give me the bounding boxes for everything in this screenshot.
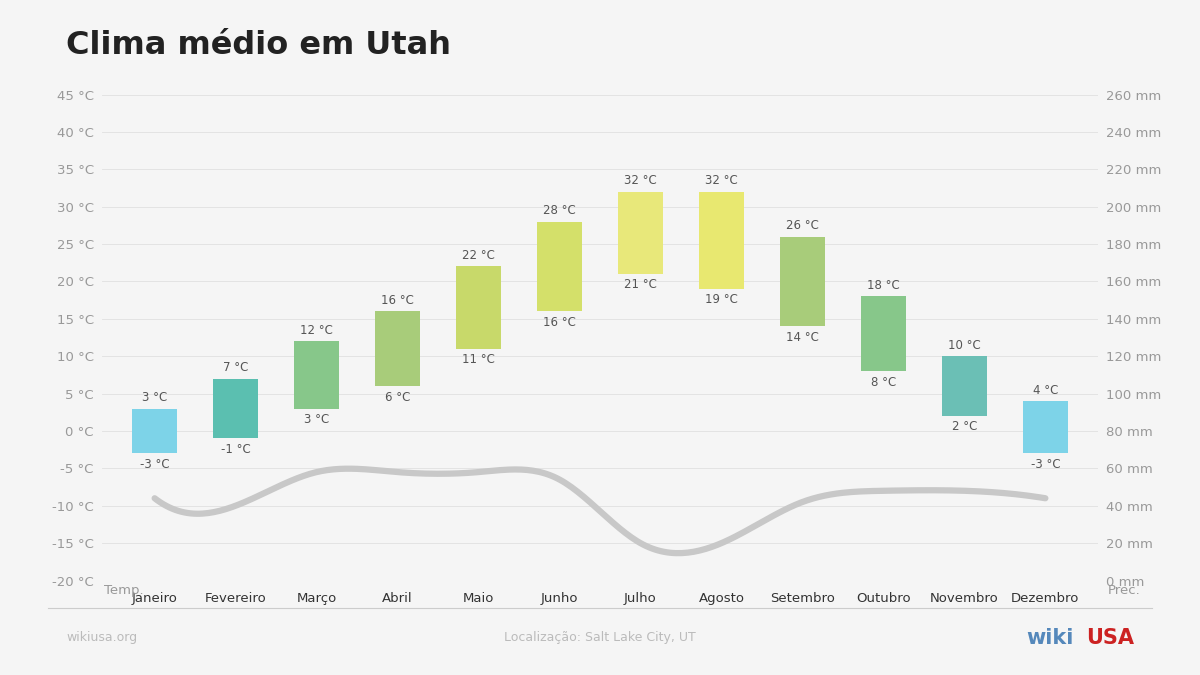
Text: 4 °C: 4 °C	[1033, 383, 1058, 397]
Text: 8 °C: 8 °C	[871, 375, 896, 389]
Text: 21 °C: 21 °C	[624, 278, 656, 292]
Text: 18 °C: 18 °C	[868, 279, 900, 292]
Text: Temp.: Temp.	[104, 585, 144, 597]
Bar	[376, 311, 420, 386]
Bar	[456, 267, 500, 349]
Text: Localização: Salt Lake City, UT: Localização: Salt Lake City, UT	[504, 631, 696, 645]
Text: 32 °C: 32 °C	[624, 174, 656, 187]
Text: USA: USA	[1086, 628, 1134, 648]
Text: 3 °C: 3 °C	[304, 413, 329, 426]
Text: Prec.: Prec.	[1108, 585, 1141, 597]
Text: 6 °C: 6 °C	[385, 391, 410, 404]
Bar	[700, 192, 744, 289]
Text: 7 °C: 7 °C	[223, 361, 248, 374]
Bar	[1024, 401, 1068, 454]
Text: 11 °C: 11 °C	[462, 353, 494, 367]
Text: 22 °C: 22 °C	[462, 249, 494, 262]
Text: 3 °C: 3 °C	[142, 391, 167, 404]
Text: 2 °C: 2 °C	[952, 421, 977, 433]
Text: 19 °C: 19 °C	[706, 294, 738, 306]
Bar	[862, 296, 906, 371]
Text: 32 °C: 32 °C	[706, 174, 738, 187]
Bar	[942, 356, 986, 416]
Bar	[780, 236, 824, 326]
Text: 16 °C: 16 °C	[544, 316, 576, 329]
Text: 14 °C: 14 °C	[786, 331, 818, 344]
Bar	[538, 221, 582, 311]
Text: -3 °C: -3 °C	[1031, 458, 1060, 471]
Text: wiki: wiki	[1027, 628, 1074, 648]
Text: 12 °C: 12 °C	[300, 324, 334, 337]
Text: -1 °C: -1 °C	[221, 443, 251, 456]
Text: wikiusa.org: wikiusa.org	[66, 631, 137, 645]
Bar	[132, 408, 176, 454]
Text: 16 °C: 16 °C	[382, 294, 414, 307]
Text: 26 °C: 26 °C	[786, 219, 818, 232]
Bar	[294, 342, 338, 408]
Text: Clima médio em Utah: Clima médio em Utah	[66, 30, 451, 61]
Bar	[214, 379, 258, 439]
Text: 10 °C: 10 °C	[948, 339, 980, 352]
Bar	[618, 192, 662, 274]
Text: -3 °C: -3 °C	[140, 458, 169, 471]
Text: 28 °C: 28 °C	[544, 204, 576, 217]
